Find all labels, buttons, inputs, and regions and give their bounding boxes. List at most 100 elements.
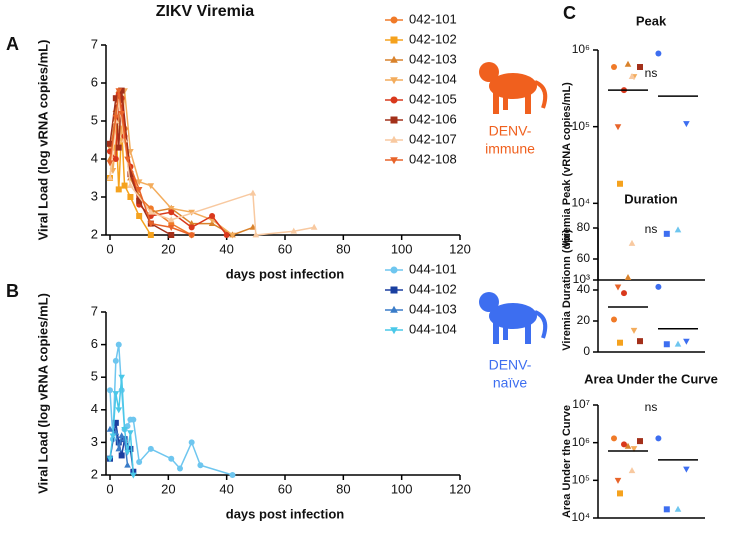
y-tick-label: 3 [91, 434, 98, 449]
marker [683, 121, 690, 128]
marker [655, 435, 662, 442]
monkey-icon [479, 292, 548, 344]
marker [252, 231, 260, 238]
marker [115, 186, 122, 193]
marker [223, 232, 230, 238]
marker [249, 223, 257, 230]
x-tick-label: 60 [278, 241, 292, 256]
marker [617, 180, 623, 187]
marker [136, 213, 143, 219]
marker [390, 55, 398, 63]
marker [147, 221, 155, 228]
marker [147, 208, 155, 215]
marker [135, 179, 143, 186]
marker [628, 239, 636, 246]
y-axis-label: Viral Load (log vRNA copies/mL) [35, 293, 50, 494]
marker [229, 472, 236, 478]
y-tick-label: 6 [91, 336, 98, 351]
legend-label: 042-104 [409, 71, 457, 86]
marker [390, 77, 398, 85]
marker [390, 135, 398, 143]
y-tick-label: 10⁷ [572, 397, 590, 411]
marker [628, 72, 636, 79]
marker [624, 274, 632, 280]
y-tick-label: 4 [91, 150, 98, 165]
marker [209, 213, 216, 219]
x-tick-label: 100 [391, 481, 413, 496]
marker [617, 339, 623, 346]
x-tick-label: 40 [219, 481, 233, 496]
marker [614, 477, 622, 484]
legend-label: 044-102 [409, 281, 457, 296]
x-tick-label: 20 [161, 481, 175, 496]
marker [112, 95, 119, 102]
series-line [109, 90, 254, 236]
marker [106, 456, 114, 463]
y-tick-label: 10³ [573, 272, 590, 286]
marker [130, 416, 137, 423]
y-tick-label: 10⁵ [572, 119, 590, 133]
x-tick-label: 40 [219, 241, 233, 256]
chart-title: Peak [636, 13, 667, 28]
marker [124, 449, 131, 456]
marker [118, 374, 125, 381]
marker [637, 64, 643, 71]
x-tick-label: 120 [449, 241, 471, 256]
marker [115, 144, 122, 151]
marker [229, 232, 236, 239]
y-tick-label: 60 [577, 251, 591, 265]
marker [135, 187, 143, 193]
marker [188, 439, 195, 446]
significance: ns [645, 66, 658, 80]
marker [106, 174, 114, 181]
significance: ns [645, 400, 658, 414]
marker [674, 505, 682, 512]
marker [290, 227, 298, 234]
y-tick-label: 10⁶ [572, 42, 590, 56]
marker [621, 290, 627, 297]
marker [124, 156, 131, 163]
marker [136, 458, 143, 465]
y-tick-label: 6 [91, 74, 98, 89]
x-tick-label: 0 [106, 241, 113, 256]
marker [118, 452, 125, 459]
legend-label: 042-101 [409, 11, 457, 26]
marker [127, 182, 134, 188]
x-tick-label: 60 [278, 481, 292, 496]
marker [611, 435, 617, 442]
panel-label: A [6, 34, 19, 54]
marker [124, 461, 131, 468]
marker [655, 50, 662, 57]
marker [115, 439, 122, 446]
chart-title: Duration [624, 191, 678, 206]
panel-label: B [6, 281, 19, 301]
marker [115, 445, 123, 452]
legend-label: 042-103 [409, 51, 457, 66]
marker [683, 466, 690, 473]
marker [624, 60, 632, 67]
group-annotation: DENV- [489, 357, 532, 373]
x-axis-label: days post infection [226, 506, 345, 521]
marker [112, 114, 120, 121]
marker [310, 223, 318, 230]
group-annotation: naïve [493, 375, 527, 391]
x-tick-label: 20 [161, 241, 175, 256]
marker [628, 467, 636, 474]
marker [118, 111, 125, 117]
marker [197, 462, 204, 469]
marker [115, 88, 123, 95]
marker [630, 446, 638, 453]
marker [112, 357, 119, 364]
y-tick-label: 3 [91, 188, 98, 203]
marker [663, 506, 670, 513]
y-tick-label: 2 [91, 466, 98, 481]
x-axis-label: days post infection [226, 266, 345, 281]
marker [106, 160, 114, 167]
marker [614, 284, 622, 291]
legend-label: 044-103 [409, 301, 457, 316]
marker [127, 194, 134, 200]
legend-label: 042-105 [409, 91, 457, 106]
y-tick-label: 10⁵ [572, 473, 590, 487]
marker [106, 425, 114, 432]
marker [127, 445, 134, 452]
